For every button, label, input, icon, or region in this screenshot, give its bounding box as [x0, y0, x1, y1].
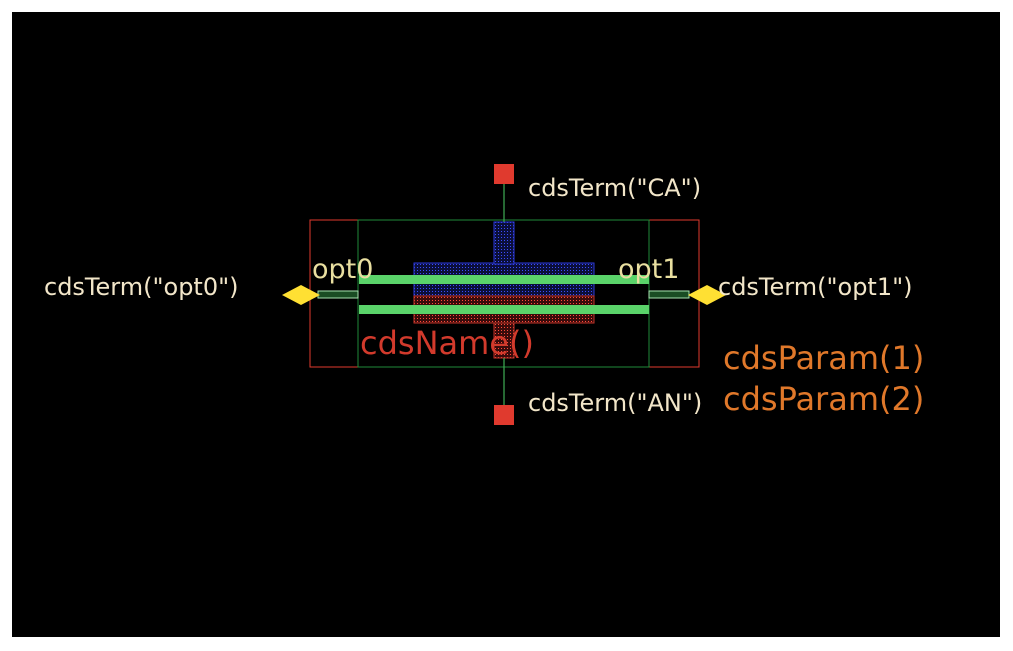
waveguide-bottom [359, 305, 649, 314]
diamond-pin-icon[interactable] [688, 285, 726, 305]
pin-label-opt1: opt1 [618, 254, 679, 285]
layout-drawing[interactable]: cdsTerm("CA") cdsTerm("AN") cdsTerm("opt… [12, 12, 1000, 637]
diamond-pin-icon[interactable] [282, 285, 320, 305]
blue-via [493, 221, 515, 265]
term-label-opt1: cdsTerm("opt1") [718, 273, 913, 301]
term-label-opt0: cdsTerm("opt0") [44, 273, 239, 301]
pin-label-opt0: opt0 [312, 254, 373, 285]
square-pin-icon[interactable] [494, 164, 514, 184]
instance-name-label: cdsName() [360, 324, 534, 362]
param-label-1: cdsParam(1) [723, 339, 924, 377]
waveguide-top [359, 275, 649, 284]
square-pin-icon[interactable] [494, 405, 514, 425]
layout-canvas[interactable]: cdsTerm("CA") cdsTerm("AN") cdsTerm("opt… [12, 12, 1000, 637]
term-label-an: cdsTerm("AN") [528, 389, 702, 417]
term-label-ca: cdsTerm("CA") [528, 174, 701, 202]
param-label-2: cdsParam(2) [723, 380, 924, 418]
port-stub-right [648, 290, 690, 299]
port-stub-left [317, 290, 359, 299]
